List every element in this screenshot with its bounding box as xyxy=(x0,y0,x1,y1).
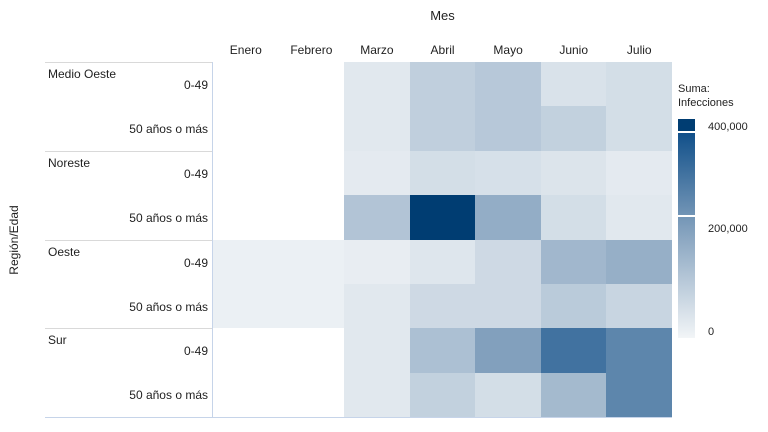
heatmap-cell[interactable] xyxy=(475,62,541,107)
heatmap-cell[interactable] xyxy=(409,239,476,284)
heatmap-cell[interactable] xyxy=(475,150,541,196)
heatmap-cell[interactable] xyxy=(540,372,607,417)
row-header-age[interactable]: 0-49 xyxy=(183,78,208,92)
row-header-region[interactable]: Oeste xyxy=(48,244,81,259)
row-header-age[interactable]: 50 años o más xyxy=(129,210,208,225)
column-header-enero[interactable]: Enero xyxy=(229,43,262,57)
legend-mid-tick xyxy=(678,215,695,217)
heatmap-cell[interactable] xyxy=(606,372,672,417)
heatmap-cell[interactable] xyxy=(409,62,476,107)
heatmap-cell[interactable] xyxy=(540,239,607,284)
heatmap-cell[interactable] xyxy=(278,372,345,417)
row-header-age[interactable]: 50 años o más xyxy=(129,388,208,403)
row-headers: Medio Oeste 0-49 50 años o más Noreste 0-49 5… xyxy=(45,62,213,417)
row-group-oeste: Oeste 0-49 50 años o más xyxy=(45,239,213,329)
heatmap-cell[interactable] xyxy=(540,283,607,329)
row-group-medio-oeste: Medio Oeste 0-49 50 años o más xyxy=(45,62,213,151)
heatmap-cell[interactable] xyxy=(409,106,476,151)
heatmap-cell[interactable] xyxy=(475,195,541,240)
column-header-febrero[interactable]: Febrero xyxy=(290,43,333,57)
legend-title-line2: Infecciones xyxy=(678,97,734,109)
heatmap-cell[interactable] xyxy=(475,283,541,329)
row-header-region[interactable]: Medio Oeste xyxy=(48,67,117,81)
legend-title-line1: Suma: xyxy=(678,83,710,95)
y-axis-title: Región/Edad xyxy=(7,205,21,275)
heatmap-cell[interactable] xyxy=(409,283,476,329)
heatmap-cell[interactable] xyxy=(475,328,541,373)
heatmap-cell[interactable] xyxy=(213,195,279,240)
chart-title: Mes xyxy=(430,8,455,23)
heatmap-cell[interactable] xyxy=(278,328,345,373)
heatmap-cell[interactable] xyxy=(344,106,410,151)
heatmap-cell[interactable] xyxy=(278,150,345,196)
column-header-marzo[interactable]: Marzo xyxy=(360,43,394,57)
heatmap-cell[interactable] xyxy=(540,106,607,151)
heatmap-cell[interactable] xyxy=(278,106,345,151)
column-header-junio[interactable]: Junio xyxy=(559,43,589,57)
heatmap-cell[interactable] xyxy=(540,195,607,240)
legend-tick-min: 0 xyxy=(708,326,715,338)
heatmap-cell[interactable] xyxy=(344,150,410,196)
heatmap-cell[interactable] xyxy=(606,328,672,373)
heatmap-cell[interactable] xyxy=(213,328,279,373)
heatmap-cell[interactable] xyxy=(409,150,476,196)
heatmap-cell[interactable] xyxy=(344,195,410,240)
heatmap-cell[interactable] xyxy=(475,239,541,284)
row-header-age[interactable]: 50 años o más xyxy=(129,122,208,136)
heatmap-cell[interactable] xyxy=(278,283,345,329)
heatmap-cell[interactable] xyxy=(344,328,410,373)
heatmap-cell[interactable] xyxy=(213,372,279,417)
heatmap-cell[interactable] xyxy=(278,239,345,284)
heatmap-cell[interactable] xyxy=(278,62,345,107)
color-legend: Suma: Infecciones 400,000 200,000 0 xyxy=(678,82,768,338)
heatmap-cell[interactable] xyxy=(606,283,672,329)
row-header-age[interactable]: 50 años o más xyxy=(129,299,208,314)
legend-tick-max: 400,000 xyxy=(708,121,748,133)
heatmap-cell[interactable] xyxy=(344,239,410,284)
pane-bottom-border xyxy=(45,417,672,418)
heatmap-cell[interactable] xyxy=(213,62,279,107)
column-header-mayo[interactable]: Mayo xyxy=(493,43,523,57)
heatmap-cell[interactable] xyxy=(344,62,410,107)
legend-tick-mid: 200,000 xyxy=(708,223,748,235)
heatmap-cell[interactable] xyxy=(213,283,279,329)
heatmap-cell[interactable] xyxy=(606,106,672,151)
heatmap-grid xyxy=(213,62,672,417)
row-header-age[interactable]: 0-49 xyxy=(183,255,208,270)
row-group-sur: Sur 0-49 50 años o más xyxy=(45,328,213,417)
heatmap-cell[interactable] xyxy=(540,328,607,373)
heatmap-cell[interactable] xyxy=(213,239,279,284)
heatmap-cell[interactable] xyxy=(475,372,541,417)
heatmap-cell[interactable] xyxy=(213,106,279,151)
heatmap-cell[interactable] xyxy=(606,62,672,107)
row-header-region[interactable]: Sur xyxy=(48,333,67,348)
heatmap-cell[interactable] xyxy=(540,62,607,107)
heatmap-cell[interactable] xyxy=(213,150,279,196)
heatmap-cell[interactable] xyxy=(540,150,607,196)
pane-left-border xyxy=(212,62,213,417)
legend-max-swatch[interactable] xyxy=(678,119,695,131)
heatmap-cell[interactable] xyxy=(344,283,410,329)
heatmap-cell[interactable] xyxy=(475,106,541,151)
row-header-region[interactable]: Noreste xyxy=(48,155,91,170)
heatmap-cell[interactable] xyxy=(606,195,672,240)
column-header-julio[interactable]: Julio xyxy=(626,43,652,57)
heatmap-cell[interactable] xyxy=(409,328,476,373)
column-headers: Enero Febrero Marzo Abril Mayo Junio Julio xyxy=(213,40,672,60)
legend-color-ramp[interactable] xyxy=(678,119,695,340)
heatmap-cell[interactable] xyxy=(606,150,672,196)
heatmap-cell[interactable] xyxy=(606,239,672,284)
row-header-age[interactable]: 0-49 xyxy=(183,166,208,181)
heatmap-cell[interactable] xyxy=(344,372,410,417)
legend-gradient-bar[interactable] xyxy=(678,133,695,338)
heatmap-cell[interactable] xyxy=(409,195,476,240)
row-header-age[interactable]: 0-49 xyxy=(183,344,208,359)
heatmap-cell[interactable] xyxy=(278,195,345,240)
row-group-noreste: Noreste 0-49 50 años o más xyxy=(45,150,213,240)
column-header-abril[interactable]: Abril xyxy=(430,43,455,57)
heatmap-cell[interactable] xyxy=(409,372,476,417)
